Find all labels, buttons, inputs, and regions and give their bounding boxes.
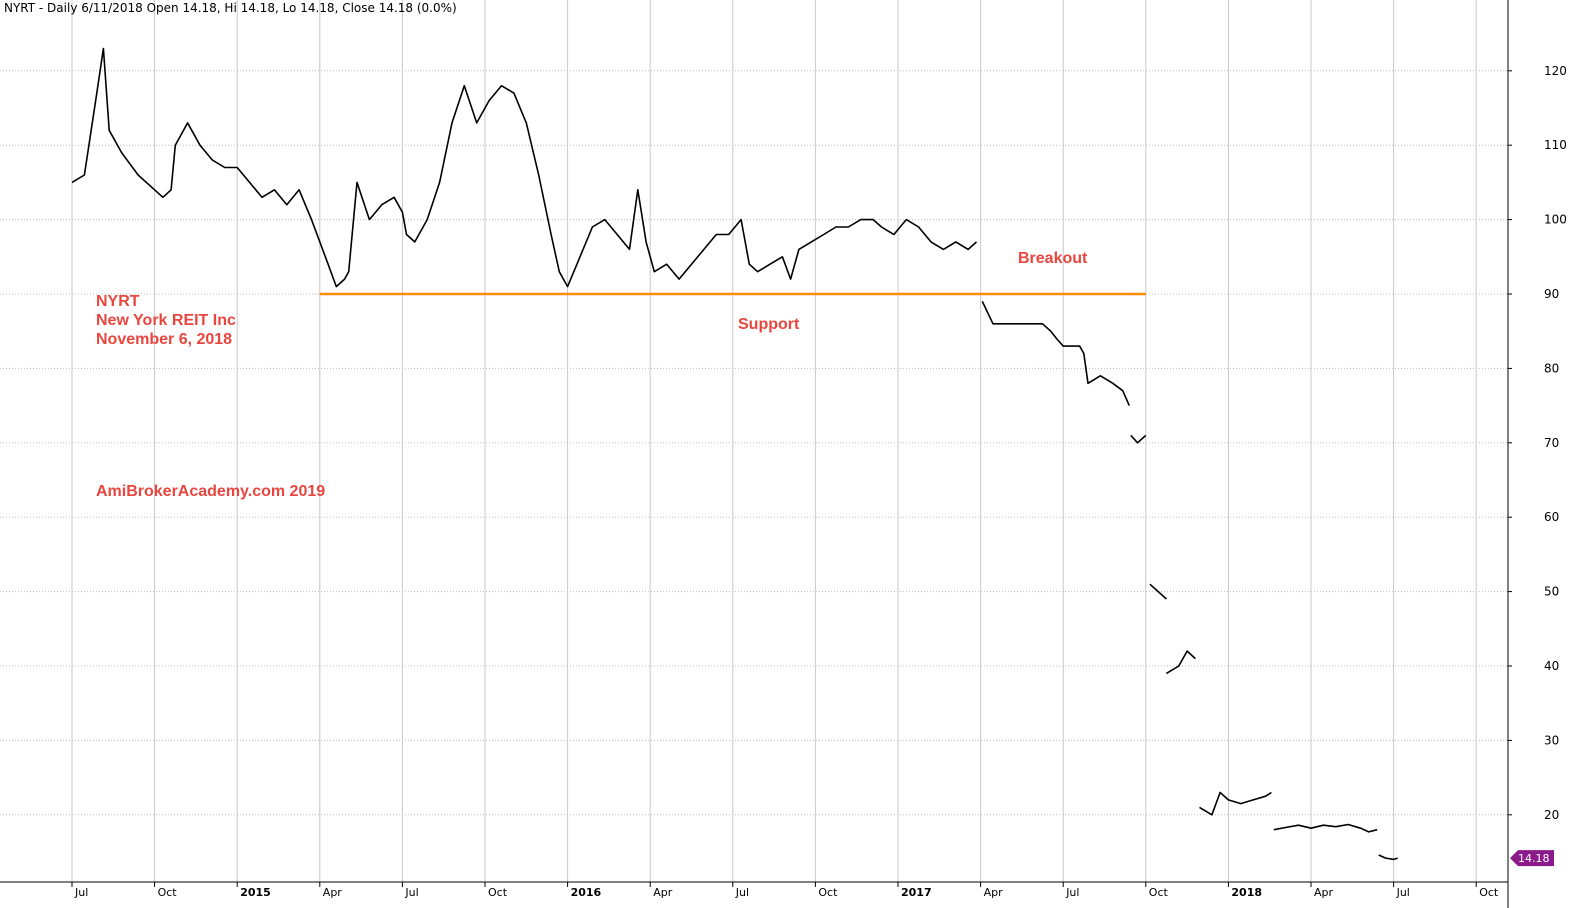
last-value-marker bbox=[1510, 850, 1554, 867]
y-tick-label: 100 bbox=[1544, 213, 1567, 227]
x-tick-label: Oct bbox=[1149, 886, 1169, 899]
x-tick-label: Jul bbox=[1396, 886, 1410, 899]
x-tick-label: 2017 bbox=[901, 886, 932, 899]
y-tick-label: 70 bbox=[1544, 436, 1559, 450]
x-tick-label: Oct bbox=[488, 886, 508, 899]
chart-header: NYRT - Daily 6/11/2018 Open 14.18, Hi 14… bbox=[4, 1, 457, 15]
y-tick-label: 120 bbox=[1544, 64, 1567, 78]
x-tick-label: Oct bbox=[818, 886, 838, 899]
grid-lines bbox=[0, 0, 1508, 882]
axes bbox=[0, 0, 1509, 908]
last-value-badge: 14.18 bbox=[1510, 850, 1554, 867]
x-tick-label: 2018 bbox=[1231, 886, 1262, 899]
last-value-label: 14.18 bbox=[1518, 852, 1550, 865]
x-tick-label: 2015 bbox=[240, 886, 271, 899]
y-tick-label: 50 bbox=[1544, 585, 1559, 599]
x-tick-label: Apr bbox=[984, 886, 1004, 899]
x-axis-ticks: Jul Oct 2015 Apr Jul Oct 2016 Apr Jul Oct 2017 Apr J… bbox=[71, 882, 1499, 899]
y-axis-ticks: 20 30 40 50 60 70 80 90 100 110 120 bbox=[1508, 64, 1567, 822]
x-tick-label: Apr bbox=[323, 886, 343, 899]
price-segment bbox=[71, 47, 978, 288]
price-series bbox=[71, 47, 1398, 861]
price-segment bbox=[981, 301, 1131, 406]
price-segment bbox=[1273, 823, 1378, 833]
annotation-date: November 6, 2018 bbox=[96, 331, 232, 348]
x-tick-label: Oct bbox=[158, 886, 178, 899]
price-segment bbox=[1199, 791, 1272, 816]
y-tick-label: 30 bbox=[1544, 733, 1559, 747]
y-tick-label: 90 bbox=[1544, 287, 1559, 301]
x-tick-label: 2016 bbox=[571, 886, 602, 899]
x-tick-label: Jul bbox=[74, 886, 88, 899]
price-segment bbox=[1149, 583, 1167, 600]
y-tick-label: 40 bbox=[1544, 659, 1559, 673]
x-tick-label: Jul bbox=[735, 886, 749, 899]
x-tick-label: Oct bbox=[1479, 886, 1499, 899]
x-tick-label: Apr bbox=[653, 886, 673, 899]
y-tick-label: 20 bbox=[1544, 808, 1559, 822]
price-segment bbox=[1165, 650, 1196, 675]
x-tick-label: Jul bbox=[404, 886, 418, 899]
annotation-company: New York REIT Inc bbox=[96, 312, 236, 329]
price-segment bbox=[1378, 854, 1398, 861]
annotation-ticker: NYRT bbox=[96, 293, 140, 310]
y-tick-label: 80 bbox=[1544, 361, 1559, 375]
y-tick-label: 110 bbox=[1544, 138, 1567, 152]
annotation-breakout: Breakout bbox=[1018, 250, 1088, 267]
x-tick-label: Apr bbox=[1314, 886, 1334, 899]
annotation-watermark: AmiBrokerAcademy.com 2019 bbox=[96, 483, 325, 500]
price-segment bbox=[1130, 434, 1147, 444]
x-tick-label: Jul bbox=[1065, 886, 1079, 899]
annotation-support: Support bbox=[738, 316, 800, 333]
y-tick-label: 60 bbox=[1544, 510, 1559, 524]
